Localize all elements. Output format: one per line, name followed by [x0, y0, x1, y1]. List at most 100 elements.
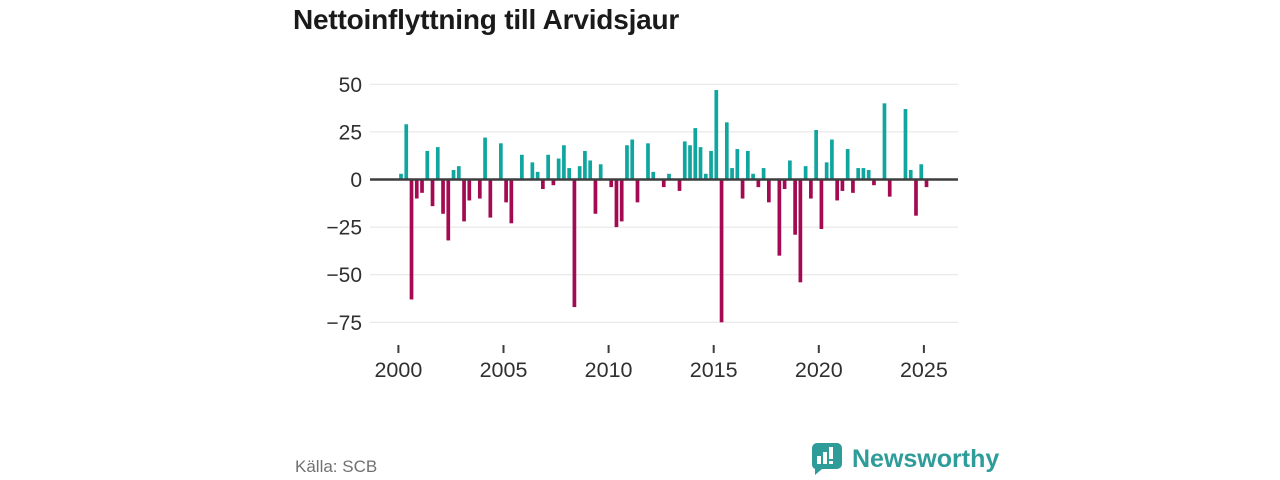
- bar-2007-q1: [546, 154, 550, 180]
- bar-2006-q2: [530, 162, 535, 180]
- bar-2000-q4: [414, 179, 419, 199]
- xtick-label-2000: 2000: [374, 358, 422, 382]
- bar-2009-q1: [588, 160, 593, 180]
- bar-2021-q2: [845, 149, 850, 180]
- bar-2006-q4: [541, 179, 545, 190]
- bar-2001-q1: [420, 179, 424, 193]
- bar-2001-q2: [425, 150, 430, 180]
- bar-2018-q1: [777, 179, 782, 256]
- bar-2008-q4: [583, 150, 587, 180]
- bar-2020-q2: [824, 162, 829, 180]
- bar-2005-q2: [509, 179, 514, 224]
- bar-2011-q4: [646, 143, 650, 180]
- bar-2012-q1: [651, 171, 656, 180]
- bar-2020-q1: [819, 179, 824, 229]
- bar-2004-q1: [483, 137, 487, 180]
- bar-2000-q3: [409, 179, 414, 300]
- bar-2013-q3: [682, 141, 687, 180]
- bar-2012-q4: [667, 173, 671, 180]
- bar-2017-q3: [767, 179, 771, 203]
- bar-2019-q4: [814, 130, 818, 180]
- bar-2010-q3: [619, 179, 624, 222]
- chart-title: Nettoinflyttning till Arvidsjaur: [293, 4, 680, 35]
- bar-2014-q1: [693, 128, 698, 180]
- bar-2024-q3: [914, 179, 918, 216]
- bar-2009-q2: [593, 179, 598, 214]
- bar-2014-q3: [703, 173, 708, 180]
- ytick-label-0: 0: [350, 169, 362, 192]
- bar-2025-q1: [924, 179, 929, 188]
- bar-2005-q1: [504, 179, 508, 203]
- bar-2007-q2: [551, 179, 556, 186]
- bar-2011-q1: [630, 139, 635, 180]
- bar-2020-q4: [835, 179, 840, 201]
- logo-exclamation-stem: [829, 447, 833, 459]
- logo-bar-small: [817, 456, 821, 464]
- bar-2024-q4: [919, 164, 924, 180]
- bar-2022-q2: [866, 169, 871, 180]
- bar-2015-q3: [724, 122, 729, 180]
- bar-2019-q1: [798, 179, 803, 283]
- bar-2023-q2: [887, 179, 892, 197]
- bar-2005-q4: [520, 154, 524, 180]
- bar-2019-q3: [809, 179, 813, 199]
- bar-2003-q2: [467, 179, 472, 201]
- bar-2016-q2: [740, 179, 745, 199]
- bar-2018-q3: [788, 160, 792, 180]
- bar-2004-q4: [499, 143, 503, 180]
- ytick-label--25: −25: [326, 217, 362, 240]
- bar-2021-q1: [840, 179, 845, 191]
- bar-2010-q4: [625, 145, 629, 180]
- logo-bar-medium: [823, 452, 827, 464]
- bar-2001-q4: [435, 147, 440, 180]
- bar-2015-q2: [719, 179, 724, 323]
- bar-2017-q1: [756, 179, 761, 188]
- bar-2002-q4: [456, 166, 461, 180]
- bar-2008-q3: [577, 166, 582, 180]
- bar-2010-q2: [614, 179, 619, 228]
- bar-2003-q4: [477, 179, 482, 199]
- bar-2021-q4: [856, 168, 861, 180]
- bar-2003-q1: [462, 179, 466, 222]
- bar-2024-q2: [908, 169, 913, 180]
- bar-2008-q1: [567, 168, 572, 180]
- xtick-label-2015: 2015: [690, 358, 738, 382]
- bar-2007-q4: [562, 145, 566, 180]
- bar-2007-q3: [556, 158, 561, 180]
- bar-2022-q3: [872, 179, 876, 186]
- bar-2002-q1: [441, 179, 445, 214]
- bar-2019-q2: [803, 166, 808, 180]
- bar-2022-q1: [861, 168, 866, 180]
- newsworthy-wordmark: Newsworthy: [852, 444, 1000, 473]
- bar-2000-q2: [404, 124, 409, 180]
- bar-2016-q4: [751, 173, 755, 180]
- bar-2002-q2: [446, 179, 451, 241]
- newsworthy-logo-icon: [811, 443, 842, 475]
- bar-2015-q1: [714, 90, 719, 180]
- source-label: Källa: SCB: [295, 457, 378, 476]
- xtick-label-2005: 2005: [480, 358, 528, 382]
- bar-2017-q2: [761, 168, 766, 180]
- bar-2014-q2: [698, 147, 703, 180]
- ytick-label--50: −50: [326, 264, 362, 287]
- ytick-label-25: 25: [339, 121, 362, 144]
- bar-2016-q3: [745, 150, 750, 180]
- bar-2006-q3: [535, 171, 540, 180]
- xtick-label-2020: 2020: [795, 358, 843, 382]
- bar-2012-q3: [661, 179, 666, 188]
- newsworthy-brand: Newsworthy: [810, 442, 999, 475]
- xtick-label-2025: 2025: [900, 358, 948, 382]
- bar-2010-q1: [609, 179, 614, 188]
- bar-2000-q1: [399, 173, 403, 180]
- bar-2015-q4: [730, 168, 734, 180]
- bar-2018-q2: [782, 179, 787, 190]
- logo-exclamation-dot: [829, 461, 833, 464]
- bar-2023-q1: [882, 103, 887, 180]
- bar-2013-q2: [677, 179, 682, 191]
- xtick-label-2010: 2010: [585, 358, 633, 382]
- bar-2020-q3: [830, 139, 834, 180]
- bar-2016-q1: [735, 149, 740, 180]
- bar-2011-q2: [635, 179, 640, 203]
